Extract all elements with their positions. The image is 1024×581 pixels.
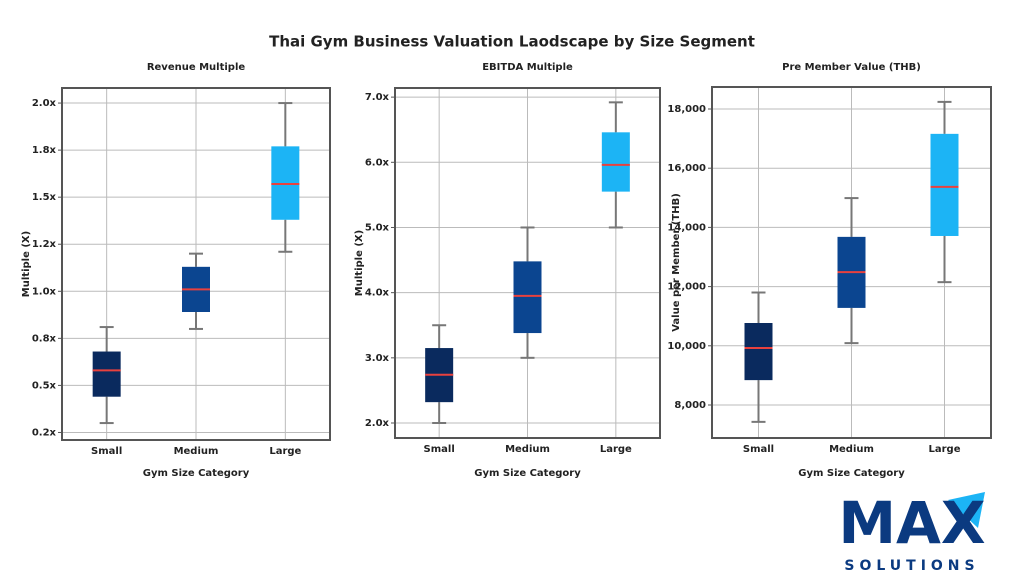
y-tick-label: 2.0x — [365, 418, 390, 429]
logo-arrow — [948, 492, 985, 528]
plot-border — [711, 86, 992, 439]
x-tick-label: Medium — [505, 444, 550, 455]
y-tick-label: 1.8x — [32, 145, 57, 156]
chart-title: Revenue Multiple — [147, 62, 246, 73]
y-tick-label: 2.0x — [32, 98, 57, 109]
x-axis-label: Gym Size Category — [798, 468, 905, 479]
y-tick-label: 10,000 — [667, 341, 706, 352]
x-axis-label: Gym Size Category — [143, 468, 250, 479]
x-tick-label: Small — [424, 444, 455, 455]
y-tick-label: 1.2x — [32, 239, 57, 250]
page-title: Thai Gym Business Valuation Laodscape by… — [269, 33, 755, 51]
y-tick-label: 8,000 — [674, 400, 706, 411]
box — [930, 133, 959, 236]
y-tick-label: 12,000 — [667, 282, 706, 293]
x-tick-label: Medium — [174, 446, 219, 457]
box — [513, 261, 542, 334]
y-tick-label: 3.0x — [365, 353, 390, 364]
y-tick-label: 1.0x — [32, 286, 57, 297]
y-tick-label: 4.0x — [365, 288, 390, 299]
y-tick-label: 1.5x — [32, 192, 57, 203]
y-tick-label: 0.5x — [32, 380, 57, 391]
y-tick-label: 6.0x — [365, 157, 390, 168]
x-axis-label: Gym Size Category — [474, 468, 581, 479]
y-axis-label: Multiple (X) — [21, 231, 32, 297]
y-tick-label: 0.8x — [32, 333, 57, 344]
chart-title: EBITDA Multiple — [482, 62, 573, 73]
x-tick-label: Large — [600, 444, 632, 455]
plot-border — [394, 87, 661, 439]
logo-text: MAX — [838, 489, 985, 557]
x-tick-label: Large — [929, 444, 961, 455]
x-tick-label: Small — [743, 444, 774, 455]
logo-subtext: SOLUTIONS — [844, 558, 979, 574]
y-tick-label: 14,000 — [667, 222, 706, 233]
box — [92, 351, 121, 397]
y-tick-label: 16,000 — [667, 163, 706, 174]
x-tick-label: Small — [91, 446, 122, 457]
y-axis-label: Multiple (X) — [354, 230, 365, 296]
box — [744, 323, 773, 381]
plot-border — [61, 87, 331, 441]
y-axis-label: Value per Member (THB) — [671, 193, 682, 332]
chart-title: Pre Member Value (THB) — [782, 62, 921, 73]
x-tick-label: Large — [269, 446, 301, 457]
y-tick-label: 5.0x — [365, 222, 390, 233]
box — [601, 132, 630, 192]
y-tick-label: 0.2x — [32, 427, 57, 438]
y-tick-label: 7.0x — [365, 92, 390, 103]
y-tick-label: 18,000 — [667, 104, 706, 115]
x-tick-label: Medium — [829, 444, 874, 455]
